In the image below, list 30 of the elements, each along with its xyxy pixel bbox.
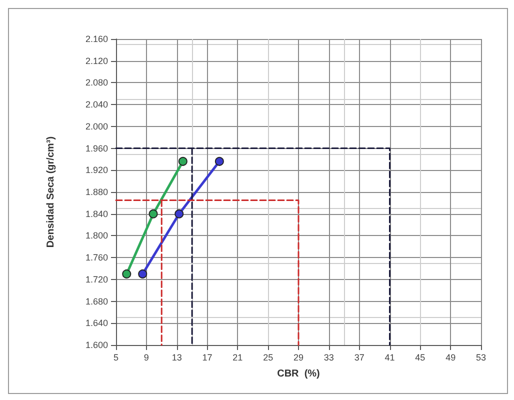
y-tick-label: 1.640 <box>85 318 108 328</box>
x-tick-label: 17 <box>202 352 212 362</box>
y-tick-label: 2.080 <box>85 78 108 88</box>
x-tick-label: 13 <box>172 352 182 362</box>
x-tick-label: 49 <box>446 352 456 362</box>
y-tick-label: 1.760 <box>85 252 108 263</box>
y-tick-label: 2.040 <box>85 100 108 110</box>
x-tick-label: 29 <box>293 352 304 362</box>
x-tick-label: 25 <box>263 352 274 362</box>
y-tick-label: 1.720 <box>85 274 108 284</box>
y-tick-label: 2.120 <box>85 56 108 66</box>
x-tick-label: 9 <box>144 352 149 362</box>
x-tick-label: 33 <box>324 352 334 362</box>
x-tick-label: 5 <box>113 352 119 362</box>
y-tick-label: 1.920 <box>85 165 108 176</box>
y-tick-label: 1.960 <box>85 143 108 154</box>
y-tick-label: 1.680 <box>85 296 108 306</box>
x-tick-label: 45 <box>415 352 426 362</box>
y-axis-title: Densidad Seca (gr/cm³) <box>46 136 56 248</box>
y-tick-label: 1.880 <box>85 187 108 197</box>
x-tick-label: 41 <box>384 352 395 362</box>
y-tick-label: 2.000 <box>85 121 108 132</box>
x-tick-label: 21 <box>232 352 243 362</box>
x-axis-title: CBR (%) <box>277 368 320 380</box>
y-tick-label: 2.160 <box>85 34 108 44</box>
y-tick-label: 1.800 <box>85 230 108 241</box>
y-tick-label: 1.840 <box>85 208 108 219</box>
y-tick-label: 1.600 <box>85 340 108 350</box>
x-tick-label: 37 <box>354 352 364 362</box>
x-tick-label: 53 <box>476 352 486 362</box>
